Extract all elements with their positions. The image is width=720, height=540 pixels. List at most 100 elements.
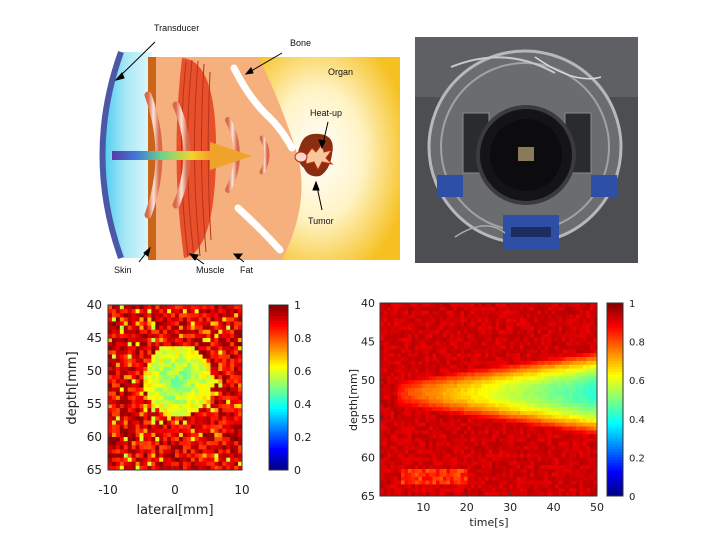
heatmap2-cell <box>467 314 472 319</box>
heatmap2-cell <box>513 488 517 493</box>
heatmap1-cell <box>222 399 227 405</box>
heatmap2-cell <box>457 480 461 485</box>
heatmap2-cell <box>555 391 559 397</box>
heatmap1-cell <box>202 383 207 388</box>
heatmap2-cell <box>569 384 573 389</box>
heatmap1-cell <box>115 350 121 355</box>
heatmap1-cell <box>151 305 156 310</box>
heatmap1-cell <box>182 333 188 339</box>
heatmap1-cell <box>108 395 113 401</box>
heatmap2-cell <box>404 472 409 478</box>
heatmap2-cell <box>450 326 454 331</box>
heatmap2-cell <box>495 434 500 439</box>
heatmap2-cell <box>499 403 503 408</box>
heatmap2-cell <box>586 314 591 319</box>
heatmap1-cell <box>131 391 136 397</box>
heatmap2-cell <box>523 480 528 485</box>
heatmap2-cell <box>509 438 514 443</box>
heatmap1-cell <box>210 432 215 438</box>
heatmap2-cell <box>506 411 510 416</box>
heatmap2-ytick-label: 40 <box>361 297 375 310</box>
heatmap1-cell <box>155 408 160 413</box>
heatmap2-cell <box>593 384 598 389</box>
heatmap1-cell <box>222 437 227 442</box>
heatmap2-cell <box>530 430 535 435</box>
heatmap1-cell <box>178 338 184 343</box>
heatmap1-cell <box>198 424 203 430</box>
heatmap2-cell <box>390 488 395 493</box>
heatmap2-cell <box>548 488 552 493</box>
heatmap2-cell <box>422 360 426 366</box>
heatmap2-cell <box>481 468 486 474</box>
heatmap2-cell <box>495 414 500 420</box>
heatmap2-cell <box>422 314 426 319</box>
heatmap1-cell <box>230 391 235 397</box>
heatmap2-cell <box>558 403 563 408</box>
heatmap2-cell <box>425 422 430 427</box>
heatmap2-cell <box>401 322 405 327</box>
heatmap2-cell <box>390 403 395 408</box>
heatmap2-cell <box>380 395 384 400</box>
heatmap1-cell <box>163 408 168 413</box>
heatmap2-cell <box>506 480 510 485</box>
heatmap1-cell <box>194 453 200 459</box>
heatmap2-cell <box>506 322 510 327</box>
heatmap2-cell <box>404 422 409 427</box>
heatmap2-cell <box>467 434 472 439</box>
heatmap2-cell <box>499 426 503 431</box>
heatmap2-cell <box>418 411 423 416</box>
heatmap2-cell <box>387 488 391 493</box>
heatmap2-cell <box>429 360 433 366</box>
heatmap2-cell <box>467 449 472 454</box>
heatmap1-cell <box>135 325 140 331</box>
heatmap2-cell <box>586 457 591 462</box>
heatmap2-cell <box>408 457 412 462</box>
colorbar2-segment <box>607 479 623 483</box>
heatmap1-cell <box>186 420 192 426</box>
heatmap2-cell <box>432 457 437 462</box>
heatmap2-cell <box>520 364 524 370</box>
heatmap1-cell <box>190 453 196 459</box>
heatmap2-cell <box>443 303 447 308</box>
heatmap1-cell <box>206 325 211 331</box>
heatmap1-cell <box>186 391 192 397</box>
heatmap1-cell <box>234 420 239 426</box>
heatmap1-cell <box>194 449 200 454</box>
heatmap2-cell <box>534 438 538 443</box>
heatmap1-cell <box>202 371 207 376</box>
heatmap2-cell <box>537 368 542 373</box>
colorbar2-segment <box>607 443 623 447</box>
heatmap1-cell <box>155 375 160 380</box>
heatmap2-cell <box>450 357 454 362</box>
heatmap2-cell <box>530 441 535 447</box>
heatmap1-cell <box>111 383 117 388</box>
heatmap1-cell <box>230 412 235 417</box>
heatmap1-cell <box>163 383 168 388</box>
heatmap1-cell <box>119 457 125 463</box>
heatmap2-cell <box>439 380 444 385</box>
heatmap2-cell <box>586 484 591 489</box>
heatmap1-cell <box>111 305 117 310</box>
heatmap1-cell <box>147 408 152 413</box>
heatmap1-cell <box>238 432 243 438</box>
heatmap2-cell <box>495 341 500 346</box>
heatmap1-cell <box>218 465 223 471</box>
heatmap2-cell <box>478 457 482 462</box>
heatmap2-cell <box>506 306 510 312</box>
heatmap1-cell <box>155 333 160 339</box>
heatmap2-cell <box>537 391 542 397</box>
heatmap1-cell <box>108 379 113 384</box>
heatmap2-cell <box>397 465 402 470</box>
heatmap2-cell <box>460 399 465 404</box>
heatmap1-cell <box>202 395 207 401</box>
heatmap2-cell <box>467 357 472 362</box>
heatmap2-cell <box>464 326 468 331</box>
heatmap2-cell <box>415 391 419 397</box>
heatmap2-cell <box>383 488 388 493</box>
heatmap2-cell <box>390 314 395 319</box>
heatmap2-cell <box>537 434 542 439</box>
heatmap2-cell <box>418 434 423 439</box>
heatmap2-cell <box>471 314 475 319</box>
heatmap1-cell <box>202 437 207 442</box>
heatmap2-cell <box>481 461 486 466</box>
